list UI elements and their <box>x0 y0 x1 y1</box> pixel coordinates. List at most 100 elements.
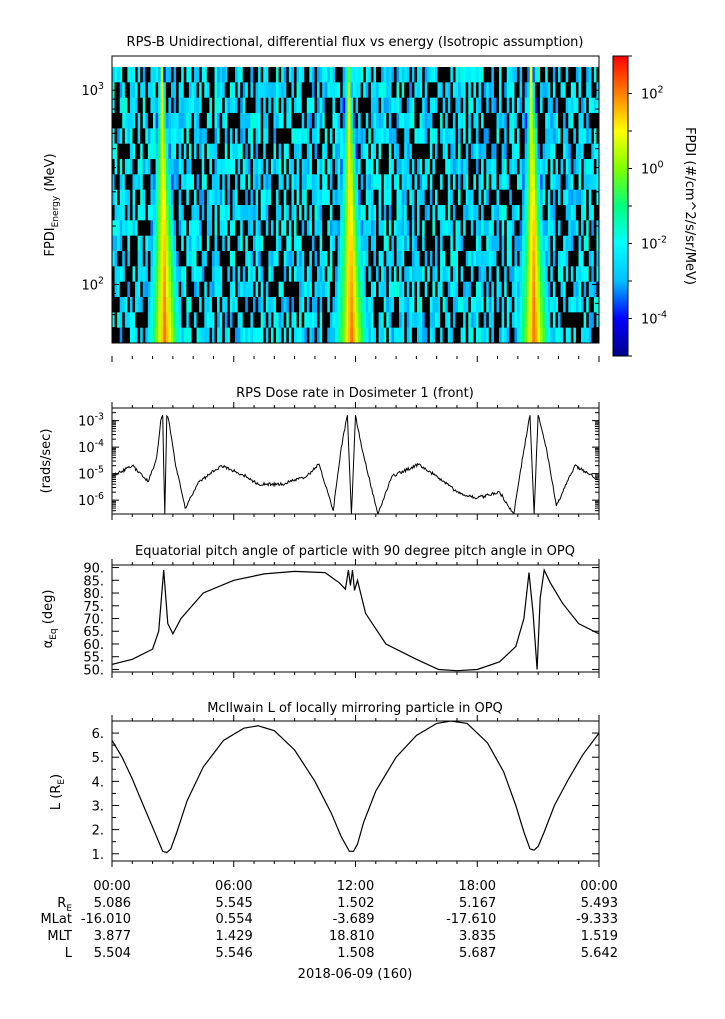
heatmap-cell <box>345 113 349 129</box>
heatmap-cell <box>470 97 474 114</box>
heatmap-cell <box>440 174 444 191</box>
heatmap-cell <box>550 220 554 237</box>
heatmap-cell <box>129 113 133 129</box>
heatmap-cell <box>219 189 223 206</box>
heatmap-cell <box>276 113 279 129</box>
heatmap-cell <box>301 128 305 145</box>
heatmap-cell <box>124 159 128 175</box>
heatmap-cell <box>468 327 472 343</box>
heatmap-cell <box>565 235 569 252</box>
heatmap-cell <box>286 266 290 283</box>
heatmap-cell <box>286 189 290 206</box>
heatmap-cell <box>591 251 595 267</box>
heatmap-cell <box>340 297 344 313</box>
heatmap-cell <box>224 266 228 283</box>
heatmap-cell <box>278 174 282 191</box>
heatmap-cell <box>555 67 559 83</box>
heatmap-cell <box>147 220 151 237</box>
heatmap-cell <box>235 189 238 206</box>
y-tick-label: 5. <box>92 751 104 766</box>
heatmap-cell <box>160 82 164 99</box>
heatmap-cell <box>370 174 374 191</box>
heatmap-cell <box>573 128 577 145</box>
heatmap-cell <box>519 82 523 99</box>
heatmap-cell <box>458 266 461 283</box>
heatmap-cell <box>245 220 249 237</box>
heatmap-cell <box>473 174 477 191</box>
heatmap-cell <box>516 174 520 191</box>
heatmap-cell <box>437 67 441 83</box>
heatmap-cell <box>365 297 369 313</box>
heatmap-cell <box>542 220 546 237</box>
heatmap-cell <box>509 266 513 283</box>
heatmap-cell <box>414 205 418 221</box>
heatmap-cell <box>501 174 505 191</box>
heatmap-cell <box>557 82 561 99</box>
ephemeris-value: -9.333 <box>576 912 618 927</box>
heatmap-cell <box>486 113 490 129</box>
heatmap-cell <box>206 266 210 283</box>
heatmap-cell <box>355 327 359 343</box>
heatmap-cell <box>447 235 451 252</box>
heatmap-cell <box>493 97 497 114</box>
heatmap-cell <box>250 205 254 221</box>
heatmap-cell <box>270 97 274 114</box>
heatmap-cell <box>458 327 461 343</box>
heatmap-cell <box>527 205 531 221</box>
heatmap-cell <box>311 113 315 129</box>
heatmap-cell <box>445 297 449 313</box>
heatmap-cell <box>140 281 144 298</box>
heatmap-cell <box>496 312 500 329</box>
heatmap-cell <box>229 67 233 83</box>
heatmap-cell <box>499 113 502 129</box>
heatmap-cell <box>286 113 290 129</box>
heatmap-cell <box>288 205 292 221</box>
heatmap-cell <box>401 143 405 160</box>
heatmap-cell <box>509 82 513 99</box>
heatmap-cell <box>268 67 272 83</box>
heatmap-cell <box>570 143 574 160</box>
heatmap-cell <box>396 189 400 206</box>
heatmap-cell <box>514 189 518 206</box>
heatmap-cell <box>388 128 392 145</box>
heatmap-cell <box>117 251 121 267</box>
heatmap-cell <box>406 97 410 114</box>
heatmap-cell <box>260 128 264 145</box>
heatmap-cell <box>355 205 359 221</box>
heatmap-cell <box>150 82 154 99</box>
heatmap-cell <box>245 189 249 206</box>
heatmap-cell <box>437 82 441 99</box>
heatmap-cell <box>440 297 444 313</box>
heatmap-cell <box>124 174 128 191</box>
heatmap-cell <box>550 143 554 160</box>
heatmap-cell <box>491 113 495 129</box>
heatmap-cell <box>163 235 167 252</box>
heatmap-cell <box>153 266 156 283</box>
heatmap-cell <box>396 220 400 237</box>
heatmap-cell <box>586 97 590 114</box>
heatmap-cell <box>458 312 461 329</box>
heatmap-cell <box>527 266 531 283</box>
heatmap-cell <box>137 297 141 313</box>
heatmap-cell <box>455 235 459 252</box>
heatmap-cell <box>140 312 144 329</box>
heatmap-cell <box>504 174 508 191</box>
heatmap-cell <box>540 189 544 206</box>
y-tick-label: 10-3 <box>78 412 104 430</box>
heatmap-cell <box>235 113 238 129</box>
heatmap-cell <box>217 281 221 298</box>
heatmap-cell <box>381 220 385 237</box>
heatmap-cell <box>347 97 351 114</box>
heatmap-cell <box>429 205 433 221</box>
heatmap-cell <box>112 235 115 252</box>
heatmap-cell <box>222 251 226 267</box>
heatmap-cell <box>324 174 328 191</box>
heatmap-cell <box>329 128 333 145</box>
heatmap-cell <box>140 97 144 114</box>
heatmap-cell <box>160 128 164 145</box>
heatmap-cell <box>358 97 362 114</box>
heatmap-cell <box>450 67 454 83</box>
heatmap-cell <box>560 189 564 206</box>
heatmap-cell <box>281 220 285 237</box>
heatmap-cell <box>304 174 308 191</box>
